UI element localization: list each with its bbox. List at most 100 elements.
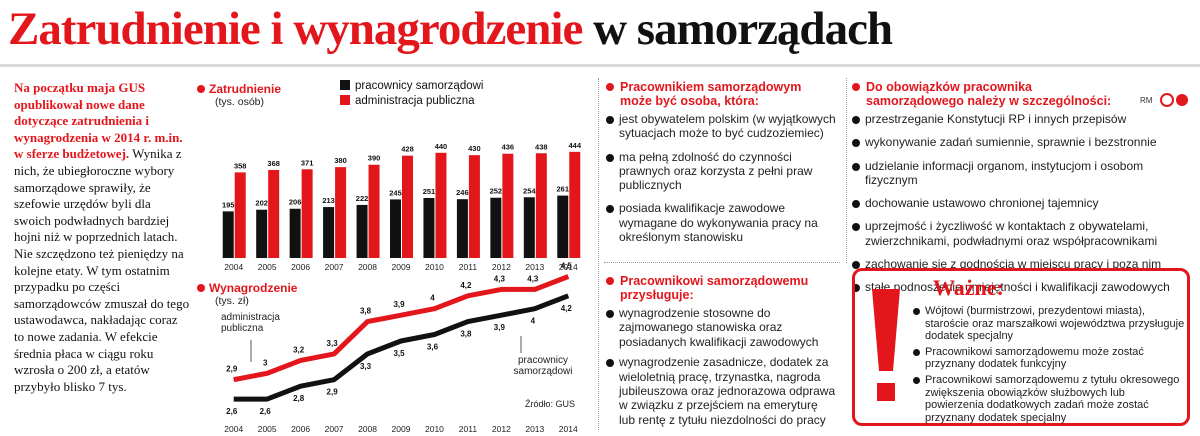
charts: Zatrudnienie(tys. osób) pracownicy samorz… xyxy=(197,80,582,434)
value-label: 3,3 xyxy=(327,339,339,348)
icon-part xyxy=(877,383,895,401)
value-label: 4,5 xyxy=(561,261,573,270)
list: Wójtowi (burmistrzowi, prezydentowi mias… xyxy=(913,305,1185,427)
source: Źródło: GUS xyxy=(525,399,575,409)
legend-swatch xyxy=(340,80,350,90)
x-tick-label: 2011 xyxy=(459,262,478,272)
value-label: 436 xyxy=(502,143,515,152)
section-heading: Pracownikiem samorządowym może być osoba… xyxy=(606,80,836,108)
value-label: 254 xyxy=(523,186,536,195)
value-label: 3,9 xyxy=(494,323,506,332)
list: przestrzeganie Konstytucji RP i innych p… xyxy=(852,112,1192,295)
x-tick-label: 2008 xyxy=(358,424,377,434)
chart-title: Wynagrodzenie xyxy=(209,281,298,295)
legend-label: pracownicy samorządowi xyxy=(355,80,483,92)
bar xyxy=(523,197,535,258)
intro-body: Wynika z nich, że ubiegłoroczne wybory s… xyxy=(14,146,190,394)
section: Pracownikowi samorządowemu przysługuje: … xyxy=(606,274,836,433)
list-item: dochowanie ustawowo chronionej tajemnicy xyxy=(852,196,1192,210)
headline-part: Zatrudnienie i wynagrodzenie xyxy=(8,3,583,55)
bar xyxy=(323,207,335,258)
x-tick-label: 2006 xyxy=(291,424,310,434)
x-tick-label: 2006 xyxy=(291,262,310,272)
value-label: 371 xyxy=(301,158,314,167)
list-item: Wójtowi (burmistrzowi, prezydentowi mias… xyxy=(913,305,1185,343)
list: wynagrodzenie stosowne do zajmowanego st… xyxy=(606,306,836,427)
value-label: 3,9 xyxy=(393,300,405,309)
bar xyxy=(402,155,413,258)
value-label: 3,8 xyxy=(460,330,472,339)
value-label: 2,9 xyxy=(327,388,339,397)
important-box: Ważne: Wójtowi (burmistrzowi, prezydento… xyxy=(852,268,1190,426)
x-tick-label: 2009 xyxy=(392,424,411,434)
list-item: przestrzeganie Konstytucji RP i innych p… xyxy=(852,112,1192,126)
rule xyxy=(0,64,1200,67)
list-item: Pracownikowi samorządowemu z tytułu okre… xyxy=(913,374,1185,424)
x-tick-label: 2010 xyxy=(425,262,444,272)
separator xyxy=(846,78,847,263)
bar xyxy=(569,151,581,258)
list-item: uprzejmość i życzliwość w kontaktach z o… xyxy=(852,219,1192,248)
x-tick-label: 2011 xyxy=(459,424,478,434)
x-tick-label: 2005 xyxy=(258,262,277,272)
bar xyxy=(289,208,301,258)
series-label: pracownicy samorządowi xyxy=(514,355,573,377)
value-label: 368 xyxy=(267,159,280,168)
bar xyxy=(423,197,435,258)
section: Do obowiązków pracownika samorządowego n… xyxy=(852,80,1192,304)
icon-part xyxy=(872,289,900,371)
x-tick-label: 2014 xyxy=(559,424,578,434)
bar xyxy=(368,164,380,258)
x-tick-label: 2013 xyxy=(525,424,544,434)
value-label: 202 xyxy=(255,199,268,208)
value-label: 252 xyxy=(490,187,503,196)
bar xyxy=(435,152,447,258)
bar xyxy=(268,170,280,258)
x-tick-label: 2005 xyxy=(258,424,277,434)
headline-part: w samorządach xyxy=(593,3,893,55)
headline: Zatrudnienie i wynagrodzenie w samorząda… xyxy=(8,2,893,56)
list-item: zachowanie się z godnością w miejscu pra… xyxy=(852,257,1192,271)
value-label: 3,2 xyxy=(293,345,305,354)
list-item: Pracownikowi samorządowemu może zostać p… xyxy=(913,346,1185,371)
x-tick-label: 2012 xyxy=(492,262,511,272)
title-bullet xyxy=(197,85,205,93)
x-tick-label: 2013 xyxy=(525,262,544,272)
value-label: 4,3 xyxy=(527,274,539,283)
bar xyxy=(335,167,347,258)
list-item: wynagrodzenie stosowne do zajmowanego st… xyxy=(606,306,836,349)
chart-title: Zatrudnienie xyxy=(209,82,281,96)
value-label: 4,2 xyxy=(561,304,573,313)
value-label: 3 xyxy=(263,358,268,367)
intro-lead: Na początku maja GUS opublikował nowe da… xyxy=(14,80,183,162)
section-heading: Do obowiązków pracownika samorządowego n… xyxy=(852,80,1116,108)
value-label: 380 xyxy=(334,156,347,165)
line xyxy=(233,293,570,402)
value-label: 444 xyxy=(569,141,582,150)
list-item: ma pełną zdolność do czynności prawnych … xyxy=(606,150,836,193)
bar xyxy=(301,169,313,258)
value-label: 2,6 xyxy=(226,407,238,416)
section-heading: Pracownikowi samorządowemu przysługuje: xyxy=(606,274,836,302)
credit: RM xyxy=(1140,96,1153,105)
list-item: wynagrodzenie zasadnicze, dodatek za wie… xyxy=(606,355,836,427)
chart-subtitle: (tys. osób) xyxy=(215,96,264,108)
value-label: 213 xyxy=(322,196,335,205)
list-item: posiada kwalifikacje zawodowe wymagane d… xyxy=(606,201,836,244)
value-label: 3,3 xyxy=(360,362,372,371)
value-label: 4,3 xyxy=(494,274,506,283)
list-item: wykonywanie zadań sumiennie, sprawnie i … xyxy=(852,135,1192,149)
value-label: 428 xyxy=(401,145,414,154)
list-item: stałe podnoszenie umiejętności i kwalifi… xyxy=(852,280,1192,294)
value-label: 261 xyxy=(557,185,570,194)
logo-mark xyxy=(1160,93,1174,107)
value-label: 4 xyxy=(531,317,536,326)
value-label: 195 xyxy=(222,200,235,209)
x-tick-label: 2004 xyxy=(224,424,243,434)
bar xyxy=(456,199,468,258)
intro: Na początku maja GUS opublikował nowe da… xyxy=(14,80,190,395)
x-tick-label: 2004 xyxy=(224,262,243,272)
bar xyxy=(222,211,234,258)
list-item: udzielanie informacji organom, instytucj… xyxy=(852,159,1192,188)
x-tick-label: 2007 xyxy=(325,262,344,272)
